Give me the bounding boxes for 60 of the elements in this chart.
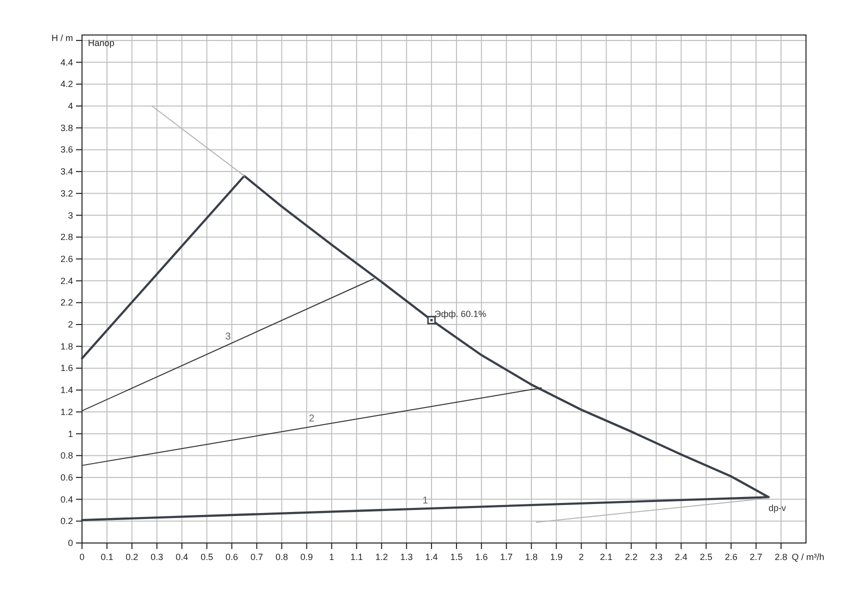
x-tick-label: 1.3 xyxy=(400,552,413,562)
y-tick-label: 0.2 xyxy=(60,516,73,526)
y-tick-label: 3.4 xyxy=(60,166,73,177)
series-label: 2 xyxy=(308,414,315,425)
y-tick-label: 2 xyxy=(68,320,73,330)
y-tick-label: 0.6 xyxy=(60,472,73,482)
x-tick-label: 2.7 xyxy=(750,552,762,562)
x-tick-label: 1.9 xyxy=(550,552,563,562)
x-tick-label: 2.3 xyxy=(650,552,662,562)
x-tick-label: 2.2 xyxy=(624,552,638,562)
y-tick-label: 0 xyxy=(68,538,73,548)
annotation: Эфф. 60.1% xyxy=(434,309,486,320)
x-tick-label: 0.1 xyxy=(100,552,114,562)
series-label: 1 xyxy=(422,496,428,507)
x-tick-label: 1.8 xyxy=(525,552,538,562)
y-tick-label: 2.2 xyxy=(60,298,73,308)
x-tick-label: 1.5 xyxy=(450,552,463,562)
y-tick-label: 1.4 xyxy=(60,385,73,396)
y-tick-label: 0.4 xyxy=(60,494,73,504)
x-tick-label: 1.7 xyxy=(500,552,513,562)
x-axis-title: Q / m³/h xyxy=(792,552,824,562)
x-tick-label: 1.4 xyxy=(425,552,438,562)
x-tick-label: 2.5 xyxy=(700,552,712,562)
x-tick-label: 0.3 xyxy=(150,552,164,562)
x-tick-label: 0.8 xyxy=(275,552,288,562)
y-tick-label: 2.8 xyxy=(60,232,73,242)
y-tick-label: 0.8 xyxy=(60,450,73,461)
y-axis-title: H / m xyxy=(52,33,73,43)
x-tick-label: 1.6 xyxy=(475,552,488,562)
y-tick-label: 3.6 xyxy=(60,144,73,155)
x-tick-label: 0 xyxy=(79,552,85,562)
x-tick-label: 0.5 xyxy=(200,552,214,562)
y-tick-label: 4.4 xyxy=(60,57,73,68)
y-tick-label: 4.2 xyxy=(60,79,73,90)
x-tick-label: 0.9 xyxy=(300,552,313,562)
chart-title: Напор xyxy=(88,38,114,48)
x-tick-label: 0.6 xyxy=(226,552,238,562)
y-tick-label: 1.8 xyxy=(60,341,73,352)
x-tick-label: 1.2 xyxy=(375,552,388,562)
y-tick-label: 3.2 xyxy=(60,188,73,198)
x-tick-label: 0.7 xyxy=(250,552,264,562)
x-tick-label: 1 xyxy=(329,552,334,562)
x-tick-label: 2.8 xyxy=(774,552,788,562)
y-tick-label: 2.6 xyxy=(60,254,73,264)
x-tick-label: 1.1 xyxy=(350,552,363,562)
y-tick-label: 3.8 xyxy=(60,122,73,133)
y-tick-label: 1 xyxy=(68,428,73,439)
y-tick-label: 4 xyxy=(68,101,73,112)
annotation: dp-v xyxy=(768,503,787,514)
x-tick-label: 2.6 xyxy=(724,552,738,562)
x-tick-label: 0.2 xyxy=(126,552,138,562)
x-tick-label: 0.4 xyxy=(176,552,188,562)
series-label: 3 xyxy=(225,332,232,343)
y-tick-label: 1.2 xyxy=(60,406,73,417)
x-tick-label: 2.1 xyxy=(600,552,613,562)
x-tick-label: 2 xyxy=(578,552,584,562)
y-tick-label: 1.6 xyxy=(60,363,73,374)
x-tick-label: 2.4 xyxy=(674,552,688,562)
y-tick-label: 2.4 xyxy=(60,276,73,286)
y-tick-label: 3 xyxy=(68,210,73,220)
